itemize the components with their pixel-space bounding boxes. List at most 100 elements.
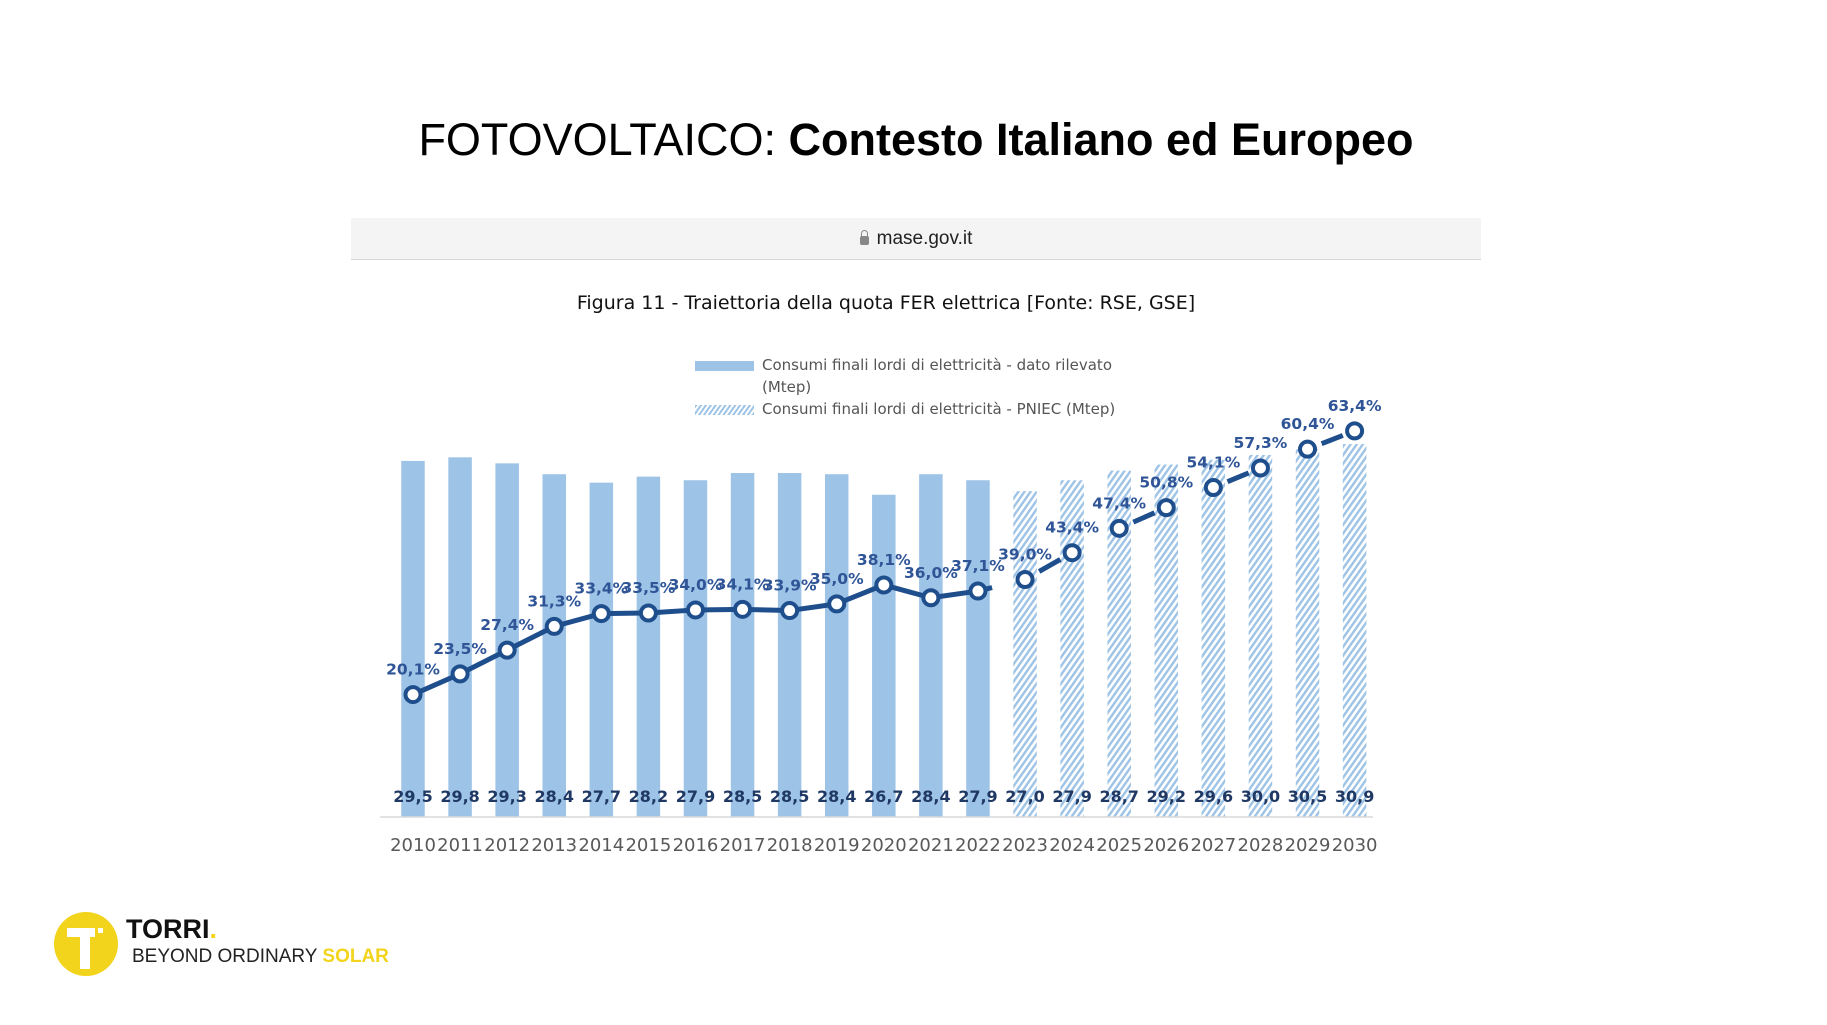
x-tick-label: 2020 (861, 835, 907, 856)
bar-value-label: 30,5 (1288, 787, 1327, 806)
fer-share-line-forecast-segment (1226, 470, 1250, 484)
brand-tagline: BEYOND ORDINARY SOLAR (132, 946, 389, 968)
x-tick-label: 2023 (1002, 835, 1048, 856)
fer-share-point-2022 (968, 581, 988, 601)
fer-share-label: 33,4% (574, 580, 628, 598)
fer-share-label: 38,1% (857, 551, 911, 569)
fer-share-label: 57,3% (1234, 434, 1288, 452)
figure-caption: Figura 11 - Traiettoria della quota FER … (576, 292, 1196, 314)
bar-value-label: 27,9 (1052, 787, 1091, 806)
bar-2012 (495, 463, 519, 817)
title-bold: Contesto Italiano ed Europeo (788, 114, 1414, 165)
x-tick-label: 2018 (767, 835, 813, 856)
bar-value-label: 29,2 (1147, 787, 1186, 806)
x-tick-label: 2022 (955, 835, 1001, 856)
legend-swatch-hatched (695, 405, 754, 415)
fer-share-line-forecast-segment (1320, 433, 1344, 447)
bar-2027 (1201, 459, 1226, 817)
bar-value-label: 28,7 (1099, 787, 1138, 806)
x-tick-label: 2025 (1096, 835, 1142, 856)
bar-value-label: 27,7 (582, 787, 621, 806)
fer-share-point-2011 (450, 664, 470, 684)
fer-share-point-2023 (1015, 569, 1035, 589)
brand-name-text: TORRI (126, 914, 210, 944)
fer-share-label: 37,1% (951, 557, 1005, 575)
bar-value-label: 27,0 (1005, 787, 1044, 806)
fer-share-point-2025 (1109, 518, 1129, 538)
bar-2030 (1342, 444, 1367, 817)
bar-2028 (1248, 454, 1273, 817)
bar-value-label: 27,9 (676, 787, 715, 806)
fer-share-label: 35,0% (810, 570, 864, 588)
bar-value-label: 28,4 (911, 787, 950, 806)
bar-value-label: 30,9 (1335, 787, 1374, 806)
fer-share-label: 31,3% (527, 592, 581, 610)
fer-share-point-2018 (780, 601, 800, 621)
fer-share-point-2015 (638, 603, 658, 623)
bar-2010 (401, 460, 425, 817)
bar-2022 (966, 480, 990, 817)
bar-value-label: 29,6 (1194, 787, 1233, 806)
bar-value-label: 28,2 (629, 787, 668, 806)
bar-2023 (1013, 491, 1037, 817)
bar-value-label: 26,7 (864, 787, 903, 806)
bar-2025 (1107, 470, 1131, 817)
fer-share-label: 60,4% (1281, 415, 1335, 433)
x-tick-label: 2024 (1049, 835, 1095, 856)
fer-share-line-forecast-segment (1037, 557, 1062, 574)
tagline-text: BEYOND ORDINARY (132, 946, 318, 967)
bar-2016 (683, 480, 708, 817)
bar-2015 (636, 476, 661, 817)
bar-2021 (919, 474, 943, 817)
legend-item-pniec: Consumi finali lordi di elettricità - PN… (695, 400, 1115, 422)
x-tick-label: 2010 (390, 835, 436, 856)
x-tick-label: 2014 (578, 835, 624, 856)
legend-swatch-solid (695, 361, 754, 371)
bar-2013 (542, 474, 566, 817)
chart-legend: Consumi finali lordi di elettricità - da… (695, 356, 1115, 422)
fer-share-point-2024 (1062, 543, 1082, 563)
fer-share-label: 63,4% (1328, 397, 1382, 415)
fer-share-label: 34,1% (716, 575, 770, 593)
bar-2018 (777, 473, 802, 817)
fer-share-label: 47,4% (1092, 494, 1146, 512)
bar-value-label: 29,5 (393, 787, 432, 806)
x-tick-label: 2015 (625, 835, 671, 856)
brand-name: TORRI. (126, 914, 217, 945)
bar-2026 (1154, 464, 1179, 817)
fer-share-point-2030 (1345, 421, 1365, 441)
x-tick-label: 2021 (908, 835, 954, 856)
browser-url-bar: mase.gov.it (351, 218, 1481, 260)
fer-share-label: 43,4% (1045, 519, 1099, 537)
fer-share-line-forecast-segment (1132, 510, 1156, 525)
x-tick-label: 2029 (1285, 835, 1331, 856)
fer-share-point-2016 (685, 600, 705, 620)
x-tick-label: 2028 (1238, 835, 1284, 856)
x-tick-label: 2013 (531, 835, 577, 856)
bar-2019 (824, 474, 849, 817)
fer-share-point-2027 (1203, 478, 1223, 498)
title-regular: FOTOVOLTAICO: (418, 114, 776, 165)
slide-title: FOTOVOLTAICO: Contesto Italiano ed Europ… (0, 114, 1827, 166)
fer-share-point-2013 (544, 616, 564, 636)
legend-label-line2: (Mtep) (762, 378, 812, 396)
fer-share-label: 33,9% (763, 577, 817, 595)
x-tick-label: 2017 (720, 835, 766, 856)
tagline-accent: SOLAR (322, 946, 389, 967)
bar-2020 (872, 494, 896, 817)
x-tick-label: 2027 (1190, 835, 1236, 856)
fer-share-point-2020 (874, 575, 894, 595)
fer-share-label: 20,1% (386, 661, 440, 679)
x-tick-label: 2019 (814, 835, 860, 856)
fer-share-point-2028 (1250, 458, 1270, 478)
x-tick-label: 2011 (437, 835, 483, 856)
bar-value-label: 28,5 (723, 787, 762, 806)
fer-share-label: 36,0% (904, 564, 958, 582)
url-text: mase.gov.it (876, 227, 973, 249)
fer-share-point-2017 (733, 599, 753, 619)
torri-logo-icon (54, 912, 118, 976)
fer-share-point-2012 (497, 640, 517, 660)
fer-share-point-2019 (827, 594, 847, 614)
fer-share-point-2010 (403, 685, 423, 705)
bar-2011 (448, 457, 472, 817)
